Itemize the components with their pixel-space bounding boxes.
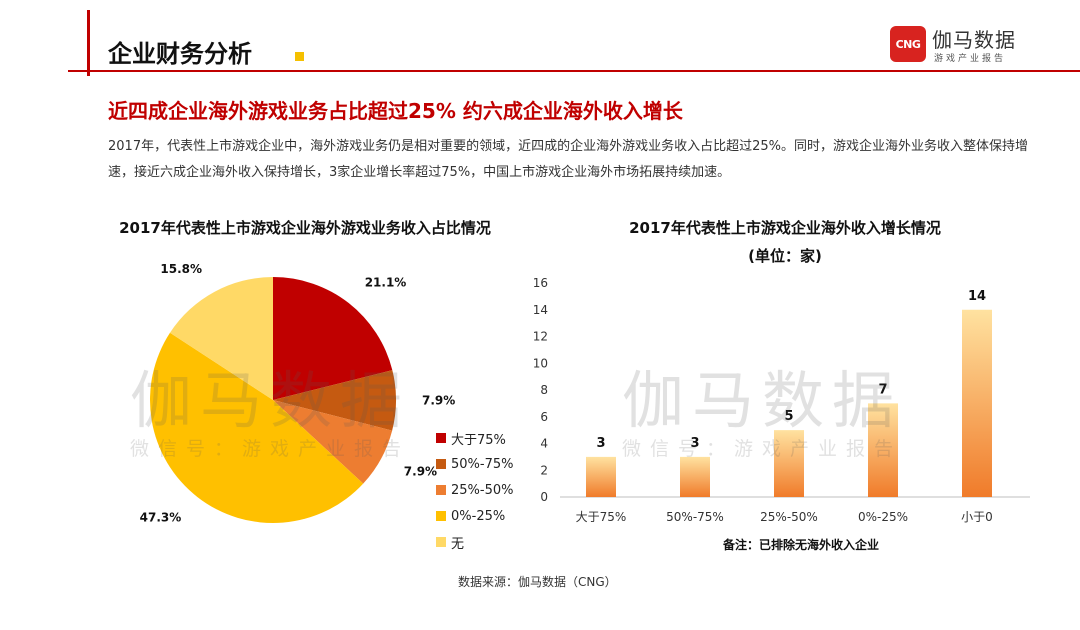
legend-label: 25%-50% bbox=[451, 482, 514, 498]
y-tick-label: 16 bbox=[533, 276, 548, 290]
legend-item: 50%-75% bbox=[436, 451, 513, 477]
bar bbox=[774, 430, 804, 497]
bar bbox=[962, 309, 992, 497]
y-tick-label: 2 bbox=[540, 463, 548, 477]
y-tick-label: 14 bbox=[533, 303, 548, 317]
x-category-label: 大于75% bbox=[576, 510, 627, 524]
pie-slice-label: 15.8% bbox=[160, 262, 202, 276]
logo-mark: CNG bbox=[890, 26, 926, 62]
pie-slice bbox=[169, 277, 273, 400]
legend-swatch bbox=[436, 537, 446, 547]
pie-slice bbox=[273, 400, 393, 484]
y-tick-label: 12 bbox=[533, 330, 548, 344]
bar-value-label: 5 bbox=[784, 409, 793, 424]
bar-chart-title: 2017年代表性上市游戏企业海外收入增长情况 bbox=[629, 219, 941, 237]
bar bbox=[586, 456, 616, 497]
y-tick-label: 10 bbox=[533, 356, 548, 370]
y-tick-label: 4 bbox=[540, 437, 548, 451]
title-square-decoration bbox=[295, 52, 304, 61]
bar bbox=[868, 403, 898, 497]
legend-label: 大于75% bbox=[451, 432, 506, 448]
header-accent-bar bbox=[87, 10, 90, 76]
bar-value-label: 7 bbox=[878, 382, 887, 397]
pie-slice-label: 7.9% bbox=[422, 393, 455, 407]
logo-subtitle: 游戏产业报告 bbox=[934, 54, 1007, 64]
y-tick-label: 0 bbox=[540, 490, 548, 504]
data-source: 数据来源：伽马数据（CNG） bbox=[458, 575, 617, 589]
pie-slice-label: 47.3% bbox=[140, 510, 182, 524]
x-category-label: 0%-25% bbox=[858, 510, 908, 524]
pie-slice bbox=[273, 370, 397, 431]
legend-swatch bbox=[436, 511, 446, 521]
x-category-label: 小于0 bbox=[961, 510, 993, 524]
x-category-label: 25%-50% bbox=[760, 510, 818, 524]
legend-label: 无 bbox=[451, 536, 465, 552]
bar bbox=[680, 456, 710, 497]
x-category-label: 50%-75% bbox=[666, 510, 724, 524]
legend-swatch bbox=[436, 459, 446, 469]
body-text: 2017年，代表性上市游戏企业中，海外游戏业务仍是相对重要的领域，近四成的企业海… bbox=[108, 139, 1028, 180]
bar-value-label: 3 bbox=[596, 436, 605, 451]
y-tick-label: 8 bbox=[540, 383, 548, 397]
bar-value-label: 14 bbox=[968, 289, 986, 304]
legend-item: 大于75% bbox=[436, 425, 513, 451]
logo-name: 伽马数据 bbox=[932, 28, 1016, 52]
bar-chart: 0 2 4 6 8 10 12 14 16 3 大于75% 3 50%-75% 5 25%-50% 7 0%-2… bbox=[533, 276, 1030, 524]
bar-chart-note: 备注：已排除无海外收入企业 bbox=[723, 538, 880, 552]
pie-slice bbox=[273, 277, 393, 400]
pie-chart-title: 2017年代表性上市游戏企业海外游戏业务收入占比情况 bbox=[119, 219, 491, 237]
section-title: 企业财务分析 bbox=[108, 40, 252, 68]
pie-slice-label: 21.1% bbox=[365, 276, 407, 290]
bar-value-label: 3 bbox=[690, 436, 699, 451]
headline: 近四成企业海外游戏业务占比超过25% 约六成企业海外收入增长 bbox=[108, 99, 683, 123]
header-divider bbox=[68, 70, 1080, 72]
legend-label: 0%-25% bbox=[451, 508, 506, 524]
legend-item: 无 bbox=[436, 529, 513, 555]
legend-item: 25%-50% bbox=[436, 477, 513, 503]
pie-legend: 大于75% 50%-75% 25%-50% 0%-25% 无 bbox=[436, 425, 513, 555]
legend-item: 0%-25% bbox=[436, 503, 513, 529]
legend-label: 50%-75% bbox=[451, 456, 514, 472]
pie-chart: 21.1% 7.9% 7.9% 47.3% 15.8% bbox=[140, 262, 456, 524]
pie-slice-label: 7.9% bbox=[404, 464, 437, 478]
pie-slice bbox=[149, 332, 364, 523]
y-tick-label: 6 bbox=[540, 410, 548, 424]
legend-swatch bbox=[436, 485, 446, 495]
bar-chart-subtitle: (单位：家) bbox=[748, 247, 822, 265]
legend-swatch bbox=[436, 433, 446, 443]
